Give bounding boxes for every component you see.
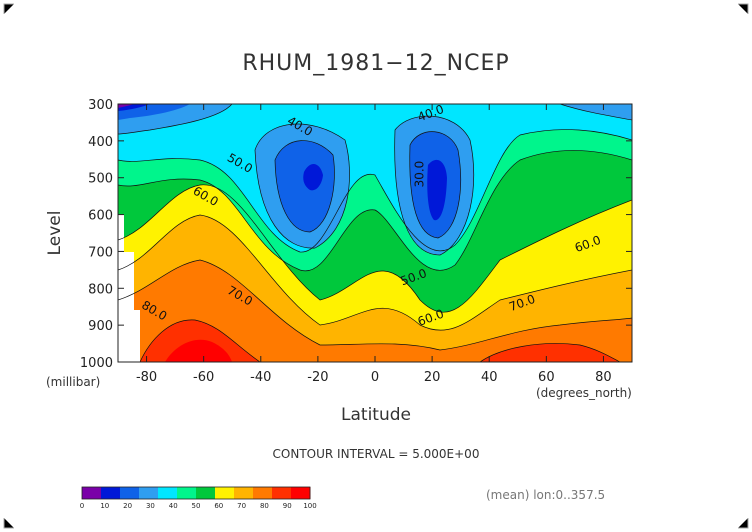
colorbar-tick-label: 0 xyxy=(80,502,84,510)
band-45 xyxy=(118,104,632,253)
colorbar: 0 10 20 30 40 50 60 70 80 90 100 xyxy=(80,486,317,510)
y-tick-label: 700 xyxy=(88,245,113,260)
y-tick-label: 400 xyxy=(88,135,113,150)
y-axis-ticks: 300 400 500 600 700 800 900 1000 xyxy=(80,98,632,371)
crop-marks xyxy=(3,3,749,529)
y-tick-label: 900 xyxy=(88,319,113,334)
x-tick-label: 40 xyxy=(481,370,498,385)
colorbar-swatch xyxy=(272,487,292,499)
band-40 xyxy=(118,104,632,255)
colorbar-tick-label: 60 xyxy=(214,502,223,510)
band-90 xyxy=(165,339,232,362)
colorbar-tick-label: 80 xyxy=(260,502,269,510)
colorbar-swatch xyxy=(234,487,254,499)
y-tick-label: 300 xyxy=(88,98,113,113)
band-80 xyxy=(118,260,632,362)
colorbar-tick-label: 100 xyxy=(303,502,316,510)
y-tick-label: 1000 xyxy=(80,356,113,371)
colorbar-tick-label: 30 xyxy=(146,502,155,510)
contour-lines xyxy=(118,104,632,362)
colorbar-swatch xyxy=(101,487,121,499)
colorbar-tick-label: 90 xyxy=(283,502,292,510)
chart-title: RHUM_1981−12_NCEP xyxy=(242,51,509,76)
colorbar-frame xyxy=(81,486,311,500)
x-tick-label: -40 xyxy=(250,370,271,385)
colorbar-swatch xyxy=(253,487,273,499)
y-tick-label: 600 xyxy=(88,209,113,224)
x-tick-label: 0 xyxy=(371,370,379,385)
colorbar-tick-label: 40 xyxy=(169,502,178,510)
mean-lon-note: (mean) lon:0..357.5 xyxy=(486,488,605,502)
colorbar-swatch xyxy=(158,487,178,499)
colorbar-swatch xyxy=(196,487,216,499)
y-axis-label: Level xyxy=(45,211,65,256)
colorbar-swatch xyxy=(177,487,197,499)
x-axis-ticks: -80 -60 -40 -20 0 20 40 60 80 xyxy=(136,104,612,385)
band-20 xyxy=(118,104,134,108)
x-tick-label: -80 xyxy=(136,370,157,385)
x-axis-unit: (degrees_north) xyxy=(536,386,632,400)
contour-interval-text: CONTOUR INTERVAL = 5.000E+00 xyxy=(273,447,480,461)
colorbar-tick-label: 50 xyxy=(192,502,201,510)
colorbar-swatch xyxy=(120,487,140,499)
y-tick-label: 500 xyxy=(88,172,113,187)
y-tick-label: 800 xyxy=(88,282,113,297)
contour-label: 30.0 xyxy=(413,161,427,188)
colorbar-tick-label: 20 xyxy=(123,502,132,510)
colorbar-swatch xyxy=(82,487,102,499)
x-tick-label: -60 xyxy=(193,370,214,385)
x-tick-label: 60 xyxy=(538,370,555,385)
colorbar-swatch xyxy=(215,487,235,499)
band-35 xyxy=(118,104,461,238)
y-axis-unit: (millibar) xyxy=(46,375,100,389)
x-tick-label: 20 xyxy=(424,370,441,385)
plot-area: 40.040.030.050.060.070.080.050.060.070.0… xyxy=(80,98,633,385)
colorbar-swatch xyxy=(291,487,311,499)
x-tick-label: -20 xyxy=(307,370,328,385)
x-tick-label: 80 xyxy=(595,370,612,385)
colorbar-tick-label: 70 xyxy=(237,502,246,510)
x-axis-label: Latitude xyxy=(341,405,411,425)
colorbar-tick-label: 10 xyxy=(100,502,109,510)
colorbar-swatch xyxy=(139,487,159,499)
